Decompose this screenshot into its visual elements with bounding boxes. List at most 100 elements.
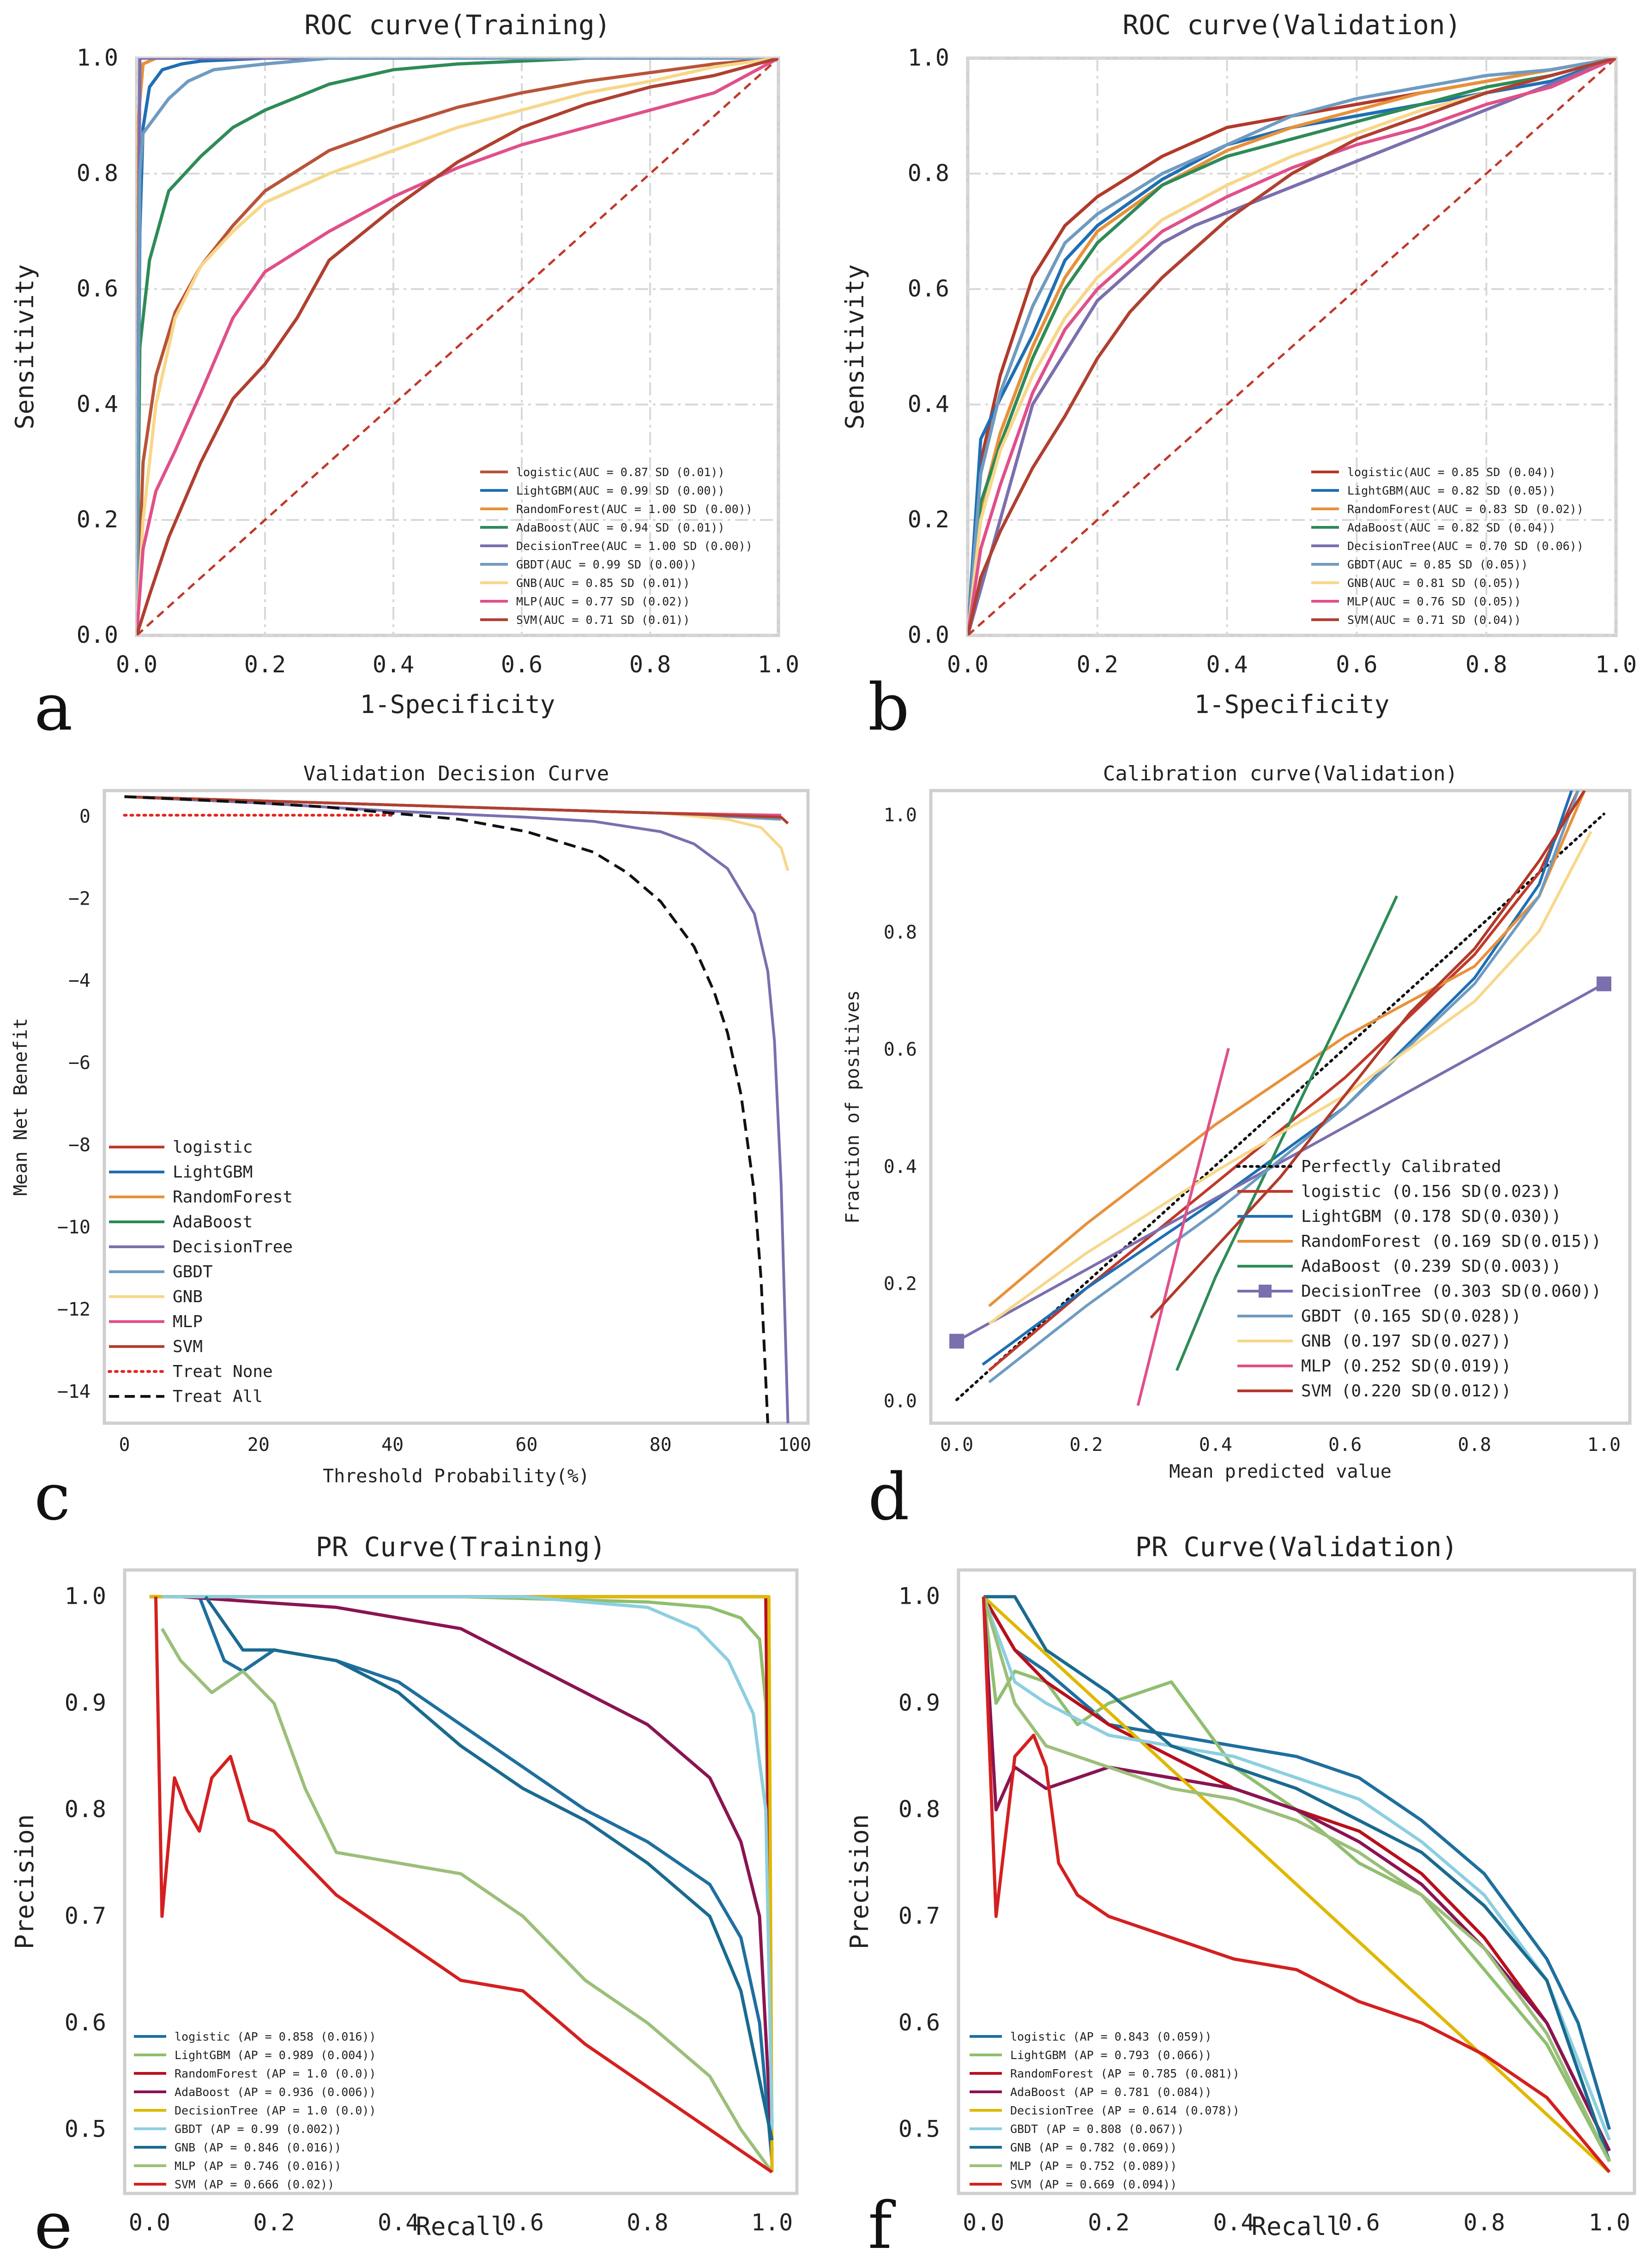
x-tick-label: 0.6 bbox=[502, 2209, 544, 2236]
chart-title: PR Curve(Validation) bbox=[1135, 1531, 1458, 1563]
legend-entry: DecisionTree (0.303 SD(0.060)) bbox=[1301, 1282, 1601, 1301]
y-tick-label: 0.6 bbox=[898, 2009, 940, 2036]
x-tick-label: 0.6 bbox=[501, 651, 543, 678]
legend-entry: LightGBM(AUC = 0.82 SD (0.05)) bbox=[1347, 484, 1556, 497]
panel-label: b bbox=[868, 670, 910, 745]
y-tick-label: 1.0 bbox=[65, 1583, 106, 1610]
x-tick-label: 0.8 bbox=[629, 651, 671, 678]
legend-entry: Perfectly Calibrated bbox=[1301, 1157, 1501, 1176]
series-line-decisiontree bbox=[124, 795, 790, 1423]
legend-entry: SVM bbox=[173, 1337, 203, 1356]
series-line-adaboost bbox=[181, 1595, 774, 2151]
y-tick-label: 1.0 bbox=[77, 44, 118, 71]
y-tick-label: −14 bbox=[57, 1381, 90, 1402]
series-line-mlp bbox=[137, 58, 778, 635]
series-line-gnb bbox=[204, 1595, 774, 2141]
legend-entry: logistic (0.156 SD(0.023)) bbox=[1301, 1182, 1562, 1201]
y-tick-label: 0.8 bbox=[898, 1796, 940, 1823]
series-line-mlp bbox=[160, 1628, 773, 2173]
x-tick-label: 80 bbox=[650, 1434, 672, 1456]
x-axis-label: Recall bbox=[1251, 2212, 1341, 2241]
series-line-randomforest bbox=[988, 791, 1586, 1307]
y-axis-label: Fraction of positives bbox=[842, 990, 863, 1224]
legend: logistic LightGBM RandomForest AdaBoost Deci… bbox=[108, 1138, 293, 1406]
legend-entry: RandomForest(AUC = 1.00 SD (0.00)) bbox=[516, 502, 753, 516]
series-line-gbdt bbox=[162, 1595, 774, 2130]
x-tick-label: 0.8 bbox=[1458, 1434, 1491, 1456]
y-axis-label: Precision bbox=[845, 1814, 874, 1950]
series-line-gnb bbox=[983, 1595, 1611, 2162]
y-tick-label: 0.4 bbox=[77, 391, 118, 417]
legend-entry: DecisionTree (AP = 0.614 (0.078)) bbox=[1010, 2104, 1240, 2117]
series-line-svm bbox=[1150, 791, 1586, 1319]
x-tick-label: 0.0 bbox=[947, 651, 989, 678]
legend-entry: RandomForest (0.169 SD(0.015)) bbox=[1301, 1232, 1601, 1251]
series-line-logistic bbox=[198, 1596, 774, 2162]
x-tick-label: 0.0 bbox=[963, 2209, 1004, 2236]
x-axis-label: Mean predicted value bbox=[1169, 1461, 1392, 1482]
x-tick-label: 0.8 bbox=[1465, 651, 1507, 678]
legend-entry: GNB (AP = 0.782 (0.069)) bbox=[1010, 2141, 1177, 2154]
x-axis-label: 1-Specificity bbox=[1194, 690, 1390, 719]
y-tick-label: 0.9 bbox=[898, 1689, 940, 1716]
legend: Perfectly Calibrated logistic (0.156 SD(0… bbox=[1236, 1157, 1601, 1401]
legend-entry: GBDT bbox=[173, 1262, 213, 1281]
y-tick-label: 0.8 bbox=[65, 1796, 106, 1823]
x-tick-label: 0.0 bbox=[129, 2209, 170, 2236]
x-tick-label: 0.4 bbox=[1206, 651, 1248, 678]
y-tick-label: 0.8 bbox=[884, 922, 917, 943]
chart-panel-a: 0.0 0.2 0.4 0.6 0.8 1.0 0.0 0.2 0.4 0.6 0.8 1.0 ROC … bbox=[10, 9, 799, 745]
y-tick-label: −8 bbox=[68, 1135, 90, 1156]
legend-entry: DecisionTree bbox=[173, 1238, 293, 1256]
reference-diagonal-line bbox=[137, 58, 778, 635]
series-line-decisiontree bbox=[968, 58, 1616, 635]
series-line-adaboost bbox=[1175, 895, 1399, 1371]
chart-panel-b: 0.0 0.2 0.4 0.6 0.8 1.0 0.0 0.2 0.4 0.6 0.8 1.0 ROC … bbox=[840, 9, 1637, 745]
y-tick-label: 0.6 bbox=[65, 2009, 106, 2036]
y-tick-label: 0.0 bbox=[908, 622, 949, 648]
y-axis-label: Precision bbox=[10, 1814, 39, 1950]
legend-entry: LightGBM bbox=[173, 1163, 253, 1182]
legend: logistic (AP = 0.858 (0.016)) LightGBM (A… bbox=[134, 2030, 376, 2191]
x-tick-label: 0.4 bbox=[1213, 2209, 1254, 2236]
x-tick-label: 0.4 bbox=[373, 651, 414, 678]
x-tick-label: 1.0 bbox=[758, 651, 799, 678]
legend: logistic(AUC = 0.85 SD (0.04)) LightGBM(A… bbox=[1311, 465, 1584, 627]
series-marker bbox=[1596, 976, 1611, 991]
series-marker bbox=[949, 1334, 965, 1349]
series-line-svm bbox=[124, 795, 789, 825]
legend-entry: Treat All bbox=[173, 1387, 263, 1406]
series-line-gnb bbox=[137, 58, 778, 635]
x-tick-label: 0.2 bbox=[1077, 651, 1118, 678]
y-tick-label: 0.2 bbox=[884, 1274, 917, 1295]
series-line-gbdt bbox=[988, 791, 1580, 1383]
y-tick-label: 0.5 bbox=[65, 2116, 106, 2143]
series-line-logistic bbox=[982, 1595, 1611, 2130]
y-tick-label: 0.8 bbox=[908, 160, 949, 187]
x-tick-label: 0.6 bbox=[1336, 651, 1377, 678]
y-tick-label: 0.0 bbox=[884, 1390, 917, 1412]
legend-entry: LightGBM (AP = 0.793 (0.066)) bbox=[1010, 2048, 1212, 2062]
y-tick-label: 0.7 bbox=[65, 1903, 106, 1929]
series-line-gbdt bbox=[137, 58, 778, 635]
y-axis-label: Mean Net Benefit bbox=[10, 1018, 31, 1196]
legend-entry: RandomForest bbox=[173, 1188, 293, 1207]
legend-entry: GNB (AP = 0.846 (0.016)) bbox=[175, 2141, 341, 2154]
plot-frame bbox=[957, 1568, 1636, 2195]
x-tick-label: 0.2 bbox=[253, 2209, 295, 2236]
x-tick-label: 0.6 bbox=[1328, 1434, 1362, 1456]
series-line-randomforest bbox=[968, 58, 1616, 635]
reference-diagonal-line bbox=[968, 58, 1616, 635]
legend-entry: GBDT(AUC = 0.99 SD (0.00)) bbox=[516, 558, 697, 571]
legend-entry: MLP (AP = 0.752 (0.089)) bbox=[1010, 2159, 1177, 2173]
legend-entry: GBDT (AP = 0.808 (0.067)) bbox=[1010, 2122, 1184, 2136]
x-tick-label: 60 bbox=[515, 1434, 537, 1456]
legend-entry: GNB (0.197 SD(0.027)) bbox=[1301, 1332, 1511, 1351]
x-tick-label: 0.2 bbox=[1069, 1434, 1103, 1456]
x-tick-label: 1.0 bbox=[1589, 2209, 1630, 2236]
plot-frame bbox=[102, 789, 810, 1425]
x-tick-label: 0 bbox=[119, 1434, 130, 1456]
y-tick-label: 0.2 bbox=[77, 506, 118, 533]
legend-entry: RandomForest (AP = 0.785 (0.081)) bbox=[1010, 2067, 1240, 2080]
legend-entry: AdaBoost(AUC = 0.82 SD (0.04)) bbox=[1347, 521, 1556, 534]
